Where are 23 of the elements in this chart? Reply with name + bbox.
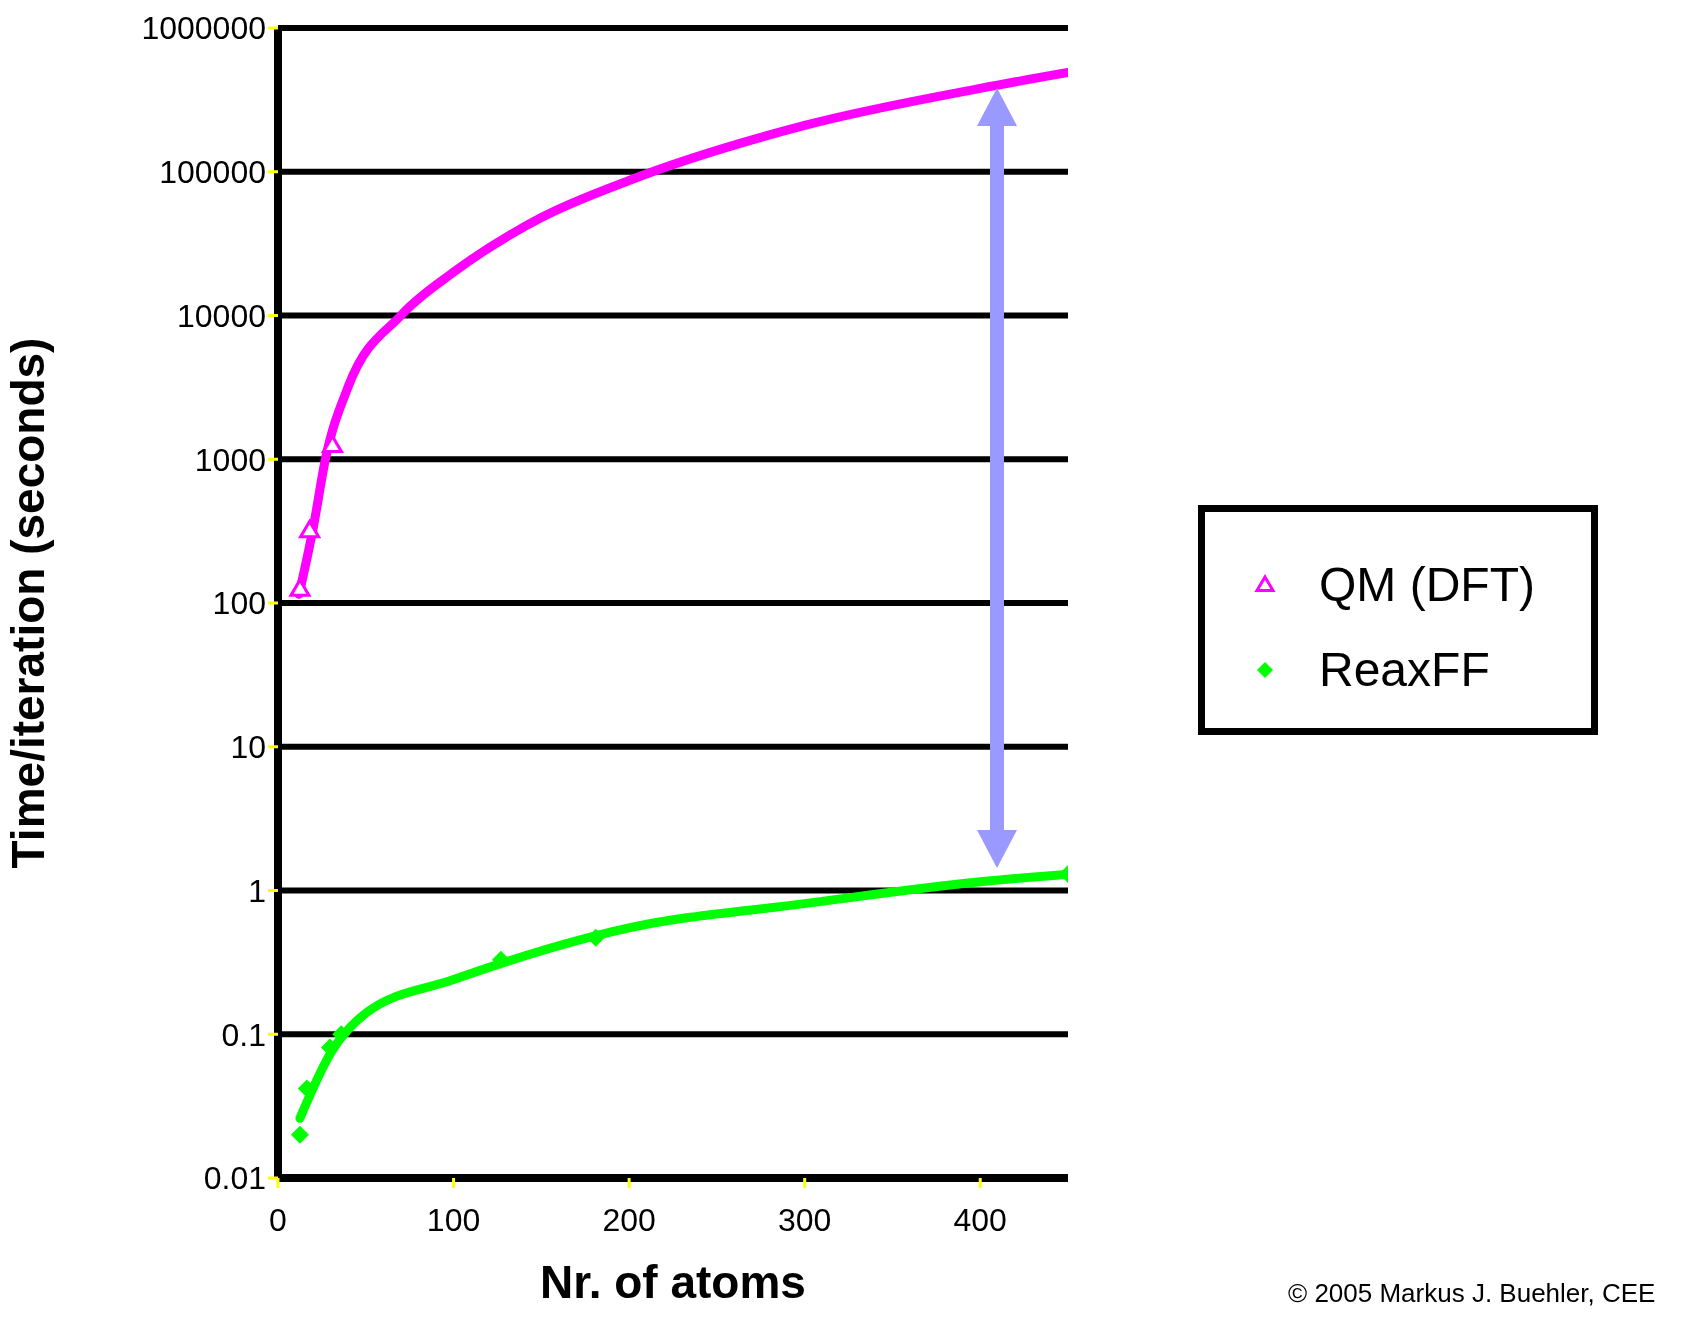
legend-label: ReaxFF bbox=[1319, 642, 1490, 697]
y-tick-label: 1000000 bbox=[141, 10, 266, 47]
x-tick-label: 200 bbox=[602, 1201, 656, 1238]
y-tick-label: 100 bbox=[212, 585, 266, 622]
point bbox=[290, 1125, 309, 1144]
y-tick-label: 1 bbox=[248, 872, 266, 909]
x-axis-title: Nr. of atoms bbox=[540, 1256, 806, 1308]
x-tick-label: 100 bbox=[426, 1201, 481, 1238]
x-tick-label: 400 bbox=[953, 1201, 1007, 1238]
y-tick-label: 10000 bbox=[177, 297, 266, 334]
y-tick-label: 0.01 bbox=[203, 1160, 266, 1197]
y-axis-title: Time/iteration (seconds) bbox=[2, 337, 55, 869]
x-tick-label: 300 bbox=[777, 1201, 832, 1238]
y-tick-label: 1000 bbox=[194, 441, 266, 478]
y-tick-label: 0.1 bbox=[221, 1016, 266, 1053]
point bbox=[299, 519, 321, 539]
y-tick-label: 10 bbox=[230, 729, 266, 766]
legend-label: QM (DFT) bbox=[1319, 557, 1535, 612]
x-tick-label: 0 bbox=[269, 1201, 287, 1238]
point bbox=[321, 434, 343, 454]
point bbox=[289, 578, 311, 597]
text: © 2005 Markus J. Buehler, CEE bbox=[1288, 1278, 1656, 1309]
y-tick-label: 100000 bbox=[159, 154, 266, 191]
